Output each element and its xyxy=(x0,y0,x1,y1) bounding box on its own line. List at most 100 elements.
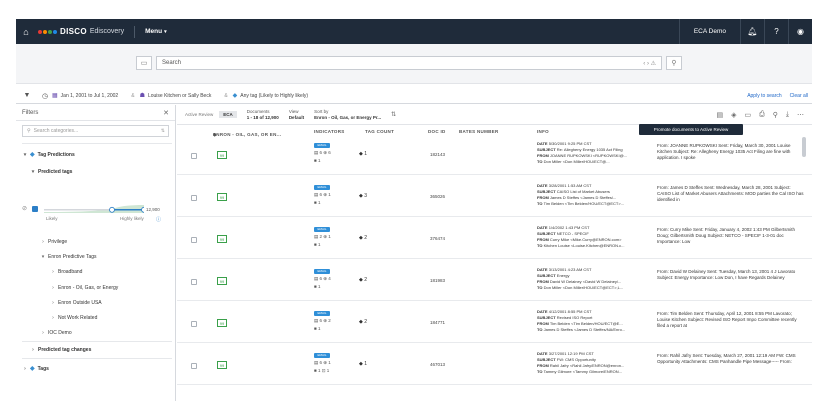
sort-value: Enron - Oil, Gas, or Energy Pr... xyxy=(314,114,382,120)
sort-select[interactable]: Sort by Enron - Oil, Gas, or Energy Pr..… xyxy=(314,109,381,121)
doc-id[interactable]: 182143 xyxy=(430,152,446,157)
likelihood-slider[interactable] xyxy=(44,205,144,213)
doc-info: DATE 4/12/2001 8:55 PM CST SUBJECT Revis… xyxy=(537,309,657,333)
history-icon[interactable]: ◷ xyxy=(41,92,49,100)
outside-usa-label: Enron Outside USA xyxy=(58,300,102,306)
tag-icon: ◆ xyxy=(359,361,365,367)
info-date: DATE 3/13/2001 4:23 AM CST xyxy=(537,267,592,272)
doc-id[interactable]: 467013 xyxy=(430,362,446,367)
doc-id[interactable]: 376474 xyxy=(430,236,446,241)
close-icon[interactable]: ✕ xyxy=(163,109,169,117)
table-row[interactable]: 99 EMAIL ▤ 6 ⊕ 6 ■ 1 ◆ 1 182143 DATE 5/3… xyxy=(177,137,812,175)
info-subject-value: Revised ISO Report xyxy=(556,315,593,320)
col-doc-id[interactable]: DOC ID xyxy=(428,129,446,134)
filters-panel-header: Filters ✕ xyxy=(16,105,175,121)
print-icon[interactable]: ⎙ xyxy=(759,110,765,118)
folder-icon[interactable]: ▭ xyxy=(136,56,152,70)
info-from-value: Rahil Jafry <Rahil Jafry/ENRON@enron... xyxy=(549,363,625,368)
sidebar-item-broadband[interactable]: › Broadband xyxy=(48,269,208,275)
tag-predictions-section[interactable]: ▾ ◆ Tag Predictions xyxy=(20,151,180,159)
home-icon[interactable]: ⌂ xyxy=(23,26,29,37)
table-row[interactable]: 99 EMAIL ▤ 6 ⊕ 1 ■ 1 ⊡ 1 ◆ 1 467013 DATE… xyxy=(177,347,812,385)
scrollbar[interactable] xyxy=(802,137,806,157)
sidebar-item-enron-tags[interactable]: ▾ Enron Predictive Tags xyxy=(38,254,198,260)
row-checkbox[interactable] xyxy=(191,195,197,201)
people-filter-chip[interactable]: ☗ Louise Kitchen or Sally Beck xyxy=(140,92,212,100)
bell-icon[interactable]: 🔔︎ xyxy=(740,19,764,44)
predicted-changes-section[interactable]: › Predicted tag changes xyxy=(28,347,188,353)
tag-icon[interactable]: ◈ xyxy=(731,111,737,119)
filter-chips-row: ▼ ◷ ▦ Jan 1, 2001 to Jul 1, 2002 & ☗ Louis… xyxy=(16,88,812,104)
doc-id[interactable]: 184771 xyxy=(430,320,446,325)
tag-count-value: 2 xyxy=(364,277,368,283)
view-select[interactable]: View Default xyxy=(289,109,304,121)
row-checkbox[interactable] xyxy=(191,153,197,159)
row-checkbox[interactable] xyxy=(191,321,197,327)
info-icon[interactable]: ⓘ xyxy=(156,217,162,223)
sidebar-item-ioc-demo[interactable]: › IOC Demo xyxy=(38,330,198,336)
chevron-down-icon: ▾ xyxy=(41,254,45,260)
tag-filter-label: Any tag (Likely to Highly likely) xyxy=(240,92,309,99)
predicted-tags-section[interactable]: ▾ Predicted tags xyxy=(28,169,188,175)
sidebar-item-oil-gas[interactable]: › Enron - Oil, Gas, or Energy xyxy=(48,285,208,291)
email-badge: EMAIL xyxy=(314,353,330,358)
sidebar-item-not-work[interactable]: › Not Work Related xyxy=(48,315,208,321)
info-subject-value: Energy xyxy=(556,273,570,278)
filter-icon[interactable]: ▼ xyxy=(23,92,31,99)
info-from-value: David W Delainey <David W Delainey/... xyxy=(549,279,622,284)
prediction-score: 99 xyxy=(217,193,227,201)
sort-direction-icon[interactable]: ⇅ xyxy=(391,112,397,118)
table-row[interactable]: 99 EMAIL ▤ 6 ⊕ 2 ■ 1 ◆ 2 184771 DATE 4/1… xyxy=(177,305,812,343)
row-checkbox[interactable] xyxy=(191,279,197,285)
row-checkbox[interactable] xyxy=(191,363,197,369)
prediction-score: 99 xyxy=(217,235,227,243)
folder-icon[interactable]: ▭ xyxy=(744,111,752,119)
info-to-value: Don Miller <Don Miller/HOU/ECT@... xyxy=(543,159,610,164)
help-icon[interactable]: ? xyxy=(764,19,788,44)
clear-all-link[interactable]: Clear all xyxy=(789,92,808,99)
date-filter-chip[interactable]: ▦ Jan 1, 2001 to Jul 1, 2002 xyxy=(52,92,118,100)
active-review-label: Active Review xyxy=(185,112,214,117)
brand-logo[interactable]: DISCO Ediscovery xyxy=(38,27,124,36)
menu-button[interactable]: Menu ▾ xyxy=(145,28,167,35)
doc-id[interactable]: 365026 xyxy=(430,194,446,199)
doc-id[interactable]: 181983 xyxy=(430,278,446,283)
menu-label: Menu xyxy=(145,28,163,35)
documents-count: Documents 1 - 18 of 12,900 xyxy=(247,109,279,121)
search-placeholder: Search xyxy=(162,60,182,66)
tags-section[interactable]: › ◆ Tags xyxy=(20,365,180,373)
search-icon[interactable]: ⚲ xyxy=(666,56,682,70)
tag-icon: ◆ xyxy=(359,151,365,157)
search-options-icon[interactable]: ‹ › ⚠ xyxy=(643,60,656,67)
indicators: EMAIL ▤ 6 ⊕ 1 ■ 1 xyxy=(314,185,354,206)
sidebar-item-outside-usa[interactable]: › Enron Outside USA xyxy=(48,300,208,306)
expand-collapse-icon[interactable]: ⇅ xyxy=(160,128,165,134)
tag-filter-chip[interactable]: ◆ Any tag (Likely to Highly likely) xyxy=(232,92,309,100)
apply-to-search-link[interactable]: Apply to search xyxy=(747,92,782,99)
col-bates[interactable]: BATES NUMBER xyxy=(459,129,499,134)
eca-badge[interactable]: ECA xyxy=(219,111,237,118)
download-icon[interactable]: ⤓ xyxy=(785,110,789,118)
brand-dot xyxy=(53,29,57,34)
col-indicators[interactable]: INDICATORS xyxy=(314,129,345,134)
row-checkbox[interactable] xyxy=(191,237,197,243)
tag-icon: ◆ xyxy=(232,93,238,99)
user-icon[interactable]: ◉ xyxy=(788,19,812,44)
table-row[interactable]: 99 EMAIL ▤ 6 ⊕ 1 ■ 1 ◆ 3 365026 DATE 3/2… xyxy=(177,179,812,217)
account-switcher[interactable]: ECA Demo xyxy=(678,19,740,44)
search-icon[interactable]: ⚲ xyxy=(772,111,778,119)
info-date-value: 1/4/2002 1:43 PM CST xyxy=(548,225,590,230)
table-row[interactable]: 99 EMAIL ▤ 2 ⊕ 1 ■ 1 ◆ 2 376474 DATE 1/4… xyxy=(177,221,812,259)
calendar-icon: ▦ xyxy=(52,93,58,99)
search-input[interactable]: Search ‹ › ⚠ xyxy=(156,56,662,70)
promote-icon[interactable]: ▤ xyxy=(716,111,724,119)
col-info[interactable]: INFO xyxy=(537,129,549,134)
more-icon[interactable]: ⋯ xyxy=(797,111,804,119)
sidebar-item-privilege[interactable]: › Privilege xyxy=(38,239,198,245)
table-row[interactable]: 99 EMAIL ▤ 6 ⊕ 4 ■ 1 ◆ 2 181983 DATE 3/1… xyxy=(177,263,812,301)
active-review-toggle[interactable]: Active Review ECA xyxy=(185,111,237,118)
col-tag-count[interactable]: TAG COUNT xyxy=(365,129,395,134)
indicator-line: ■ 1 xyxy=(314,158,321,163)
slider-checkbox[interactable] xyxy=(32,206,38,212)
category-search-input[interactable]: ⚲ Search categories... ⇅ xyxy=(22,125,169,137)
